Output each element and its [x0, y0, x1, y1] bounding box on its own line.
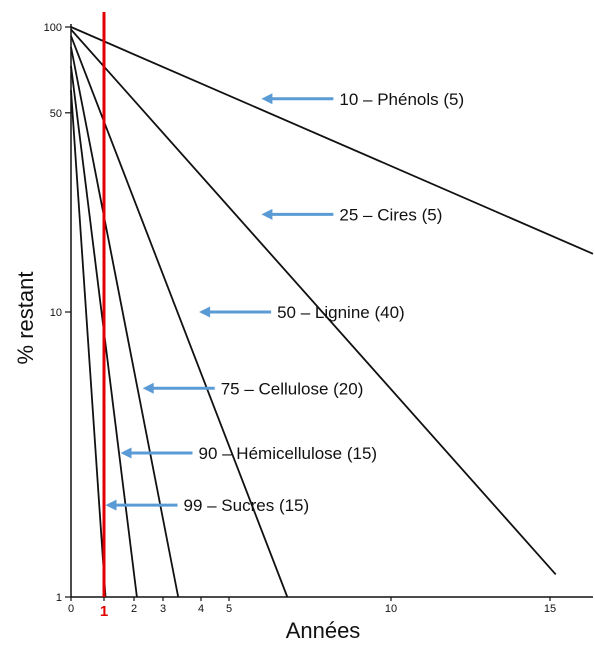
y-axis-label: % restant	[13, 272, 38, 365]
annotation-75-cellulose-20: 75 – Cellulose (20)	[142, 379, 364, 398]
arrow-head	[105, 499, 117, 511]
arrow-head	[261, 93, 273, 105]
series-lines	[70, 26, 594, 598]
annotation-25-cires-5: 25 – Cires (5)	[261, 205, 442, 224]
x-tick-label: 0	[68, 603, 74, 615]
x-ticks: 0 1 2 3 4 5 10 15	[68, 597, 556, 620]
y-tick-label: 50	[50, 108, 62, 120]
y-ticks: 100 50 10 1	[44, 22, 71, 604]
y-tick-label: 1	[56, 592, 62, 604]
annotation-10-phenols-5: 10 – Phénols (5)	[261, 90, 464, 109]
y-tick-label: 100	[44, 22, 62, 34]
annotation-99-sucres-15: 99 – Sucres (15)	[105, 496, 310, 515]
arrow-head	[199, 306, 211, 318]
arrow-head	[261, 208, 273, 220]
x-tick-label-marker: 1	[100, 603, 108, 620]
series-line-99-sucres-15	[70, 90, 107, 598]
x-tick-label: 2	[131, 603, 137, 615]
annotation-label: 25 – Cires (5)	[339, 205, 442, 224]
annotation-label: 10 – Phénols (5)	[339, 90, 464, 109]
annotation-label: 50 – Lignine (40)	[277, 303, 405, 322]
x-tick-label: 15	[544, 603, 556, 615]
x-tick-label: 10	[385, 603, 397, 615]
x-tick-label: 3	[160, 603, 166, 615]
annotation-label: 90 – Hémicellulose (15)	[199, 444, 378, 463]
series-line-50-lignine-40	[70, 35, 289, 598]
x-tick-label: 4	[198, 603, 204, 615]
axes	[70, 24, 593, 598]
x-axis-label: Années	[286, 618, 361, 643]
annotations: 10 – Phénols (5) 25 – Cires (5) 50 – Ligni…	[105, 90, 464, 515]
series-line-25-cires-5	[70, 28, 557, 576]
arrow-head	[120, 447, 132, 459]
annotation-label: 75 – Cellulose (20)	[221, 379, 364, 398]
series-line-10-phenols-5	[70, 26, 594, 255]
annotation-90-hemicellulose-15: 90 – Hémicellulose (15)	[120, 444, 378, 463]
annotation-50-lignine-40: 50 – Lignine (40)	[199, 303, 405, 322]
y-tick-label: 10	[50, 307, 62, 319]
x-tick-label: 5	[226, 603, 232, 615]
arrow-head	[142, 382, 154, 394]
annotation-label: 99 – Sucres (15)	[184, 496, 310, 515]
